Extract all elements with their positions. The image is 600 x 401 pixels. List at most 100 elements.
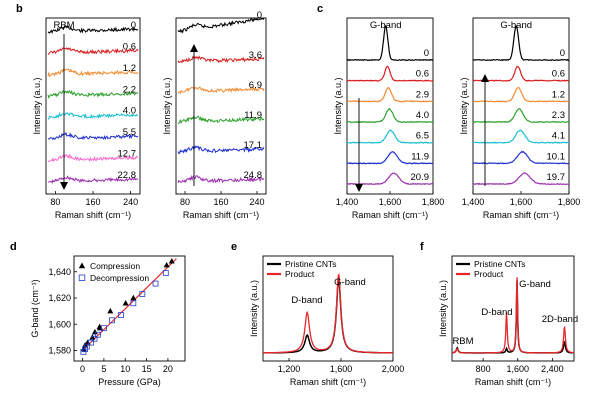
band-annotation: D-band xyxy=(481,307,512,318)
decompression-point xyxy=(95,331,101,338)
x-tick-label: 20 xyxy=(163,364,173,374)
band-annotation: RBM xyxy=(452,336,473,347)
spectrum-trace xyxy=(472,129,570,144)
x-tick-label: 2,400 xyxy=(541,364,564,374)
pressure-label: 2.9 xyxy=(416,89,429,100)
spectrum-trace xyxy=(177,145,265,154)
decompression-point xyxy=(91,335,98,342)
compression-point xyxy=(91,328,98,335)
spectrum-trace xyxy=(263,276,393,354)
spectrum-trace xyxy=(346,87,434,103)
panel-label: c xyxy=(317,3,323,15)
x-tick-label: 80 xyxy=(50,197,60,207)
panel-label: d xyxy=(10,241,17,253)
y-axis-label: G-band (cm⁻¹) xyxy=(30,279,40,337)
decompression-point xyxy=(118,312,124,318)
decompression-point xyxy=(139,291,146,297)
band-annotation: 2D-band xyxy=(542,314,578,325)
pressure-label: 1.2 xyxy=(552,89,565,100)
band-annotation: G-band xyxy=(519,279,551,290)
panel-frame xyxy=(451,255,575,362)
decompression-point xyxy=(130,300,137,307)
spectrum-trace xyxy=(177,174,265,184)
rbm-annotation: RBM xyxy=(53,20,74,31)
pressure-label: 0 xyxy=(257,10,262,21)
x-tick-label: 1,600 xyxy=(510,197,533,207)
spectrum-trace xyxy=(472,24,570,62)
panel-label: b xyxy=(16,3,23,15)
pressure-label: 24.8 xyxy=(244,170,263,181)
pressure-label: 0.6 xyxy=(123,41,136,52)
y-tick-label: 1,620 xyxy=(48,293,71,303)
pressure-label: 0.6 xyxy=(416,69,429,80)
pressure-label: 4.0 xyxy=(123,106,136,117)
legend-label-compression: Compression xyxy=(90,261,140,271)
x-axis-label: Raman shift (cm⁻¹) xyxy=(483,210,559,220)
g-band-annotation: G-band xyxy=(370,20,402,31)
y-tick-label: 1,640 xyxy=(48,267,71,277)
panel-frame xyxy=(472,17,570,195)
pressure-label: 22.8 xyxy=(118,170,137,181)
compression-point xyxy=(130,294,137,301)
x-tick-label: 1,600 xyxy=(330,364,353,374)
pressure-label: 3.6 xyxy=(249,50,262,61)
spectrum-trace xyxy=(452,277,574,354)
pressure-label: 6.5 xyxy=(416,131,429,142)
spectrum-trace xyxy=(47,111,139,120)
pressure-label: 20.9 xyxy=(411,172,430,183)
x-tick-label: 160 xyxy=(85,197,100,207)
spectrum-trace xyxy=(346,129,433,144)
x-tick-label: 0 xyxy=(80,364,85,374)
spectrum-trace xyxy=(347,65,434,82)
pressure-label: 10.1 xyxy=(547,151,566,162)
spectrum-trace xyxy=(346,151,433,165)
spectrum-trace xyxy=(346,24,434,62)
spectrum-trace xyxy=(47,131,139,141)
spectrum-trace xyxy=(472,172,570,186)
fit-line xyxy=(82,258,177,351)
decompression-point xyxy=(162,270,169,276)
g-band-annotation: G-band xyxy=(500,20,532,31)
x-tick-label: 160 xyxy=(213,197,228,207)
x-tick-label: 10 xyxy=(120,364,130,374)
pressure-label: 5.5 xyxy=(123,127,136,138)
x-axis-label: Raman shift (cm⁻¹) xyxy=(290,377,366,387)
panel-frame xyxy=(175,17,267,195)
spectrum-trace xyxy=(177,115,264,125)
legend-label: Product xyxy=(474,269,504,279)
y-axis-label: Intensity (a.u.) xyxy=(249,280,259,337)
spectrum-trace xyxy=(47,25,139,35)
band-annotation: G-band xyxy=(334,277,366,288)
pressure-label: 17.1 xyxy=(244,140,263,151)
compression-point xyxy=(107,307,114,314)
y-axis-label: Intensity (a.u.) xyxy=(459,77,469,134)
x-tick-label: 5 xyxy=(101,364,106,374)
x-axis-label: Raman shift (cm⁻¹) xyxy=(475,377,551,387)
legend-label: Product xyxy=(285,269,315,279)
spectrum-trace xyxy=(177,86,265,95)
band-annotation: D-band xyxy=(291,295,322,306)
pressure-label: 19.7 xyxy=(547,172,566,183)
x-tick-label: 1,200 xyxy=(278,364,301,374)
x-tick-label: 800 xyxy=(476,364,491,374)
legend-label-decompression: Decompression xyxy=(90,273,149,283)
spectrum-trace xyxy=(472,86,570,103)
x-tick-label: 240 xyxy=(123,197,138,207)
panel-frame xyxy=(262,255,394,362)
y-axis-label: Intensity (a.u.) xyxy=(162,77,172,134)
spectrum-trace xyxy=(177,55,265,64)
legend-label: Pristine CNTs xyxy=(474,259,525,269)
compression-point xyxy=(163,261,170,268)
compression-point xyxy=(84,339,91,345)
x-tick-label: 15 xyxy=(142,364,152,374)
panel-label: f xyxy=(420,241,424,253)
pressure-label: 0 xyxy=(560,48,565,59)
pressure-label: 6.9 xyxy=(249,80,262,91)
pressure-label: 12.7 xyxy=(118,149,137,160)
pressure-label: 0 xyxy=(424,48,429,59)
pressure-label: 11.9 xyxy=(244,110,262,121)
y-axis-label: Intensity (a.u.) xyxy=(438,280,448,337)
spectrum-trace xyxy=(472,66,570,82)
pressure-label: 11.9 xyxy=(411,151,429,162)
